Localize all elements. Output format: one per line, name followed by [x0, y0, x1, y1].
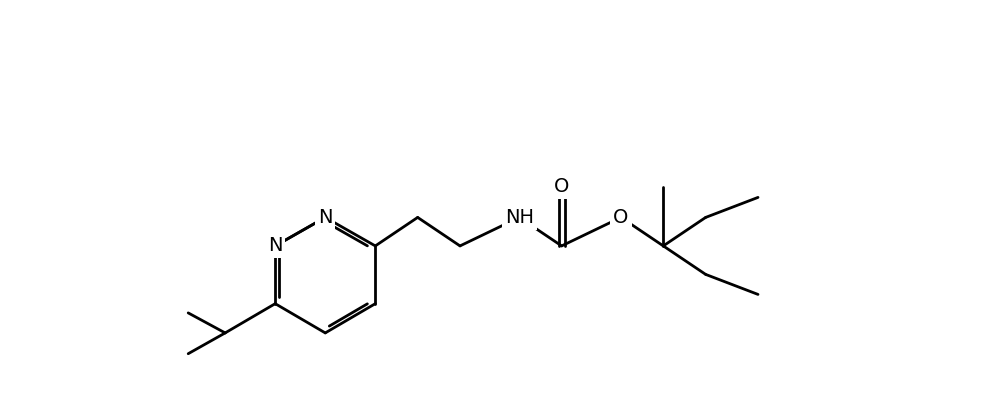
Text: O: O	[614, 208, 629, 227]
Text: O: O	[554, 177, 569, 196]
Text: NH: NH	[504, 208, 534, 227]
Text: N: N	[268, 236, 282, 255]
Text: N: N	[318, 208, 333, 227]
